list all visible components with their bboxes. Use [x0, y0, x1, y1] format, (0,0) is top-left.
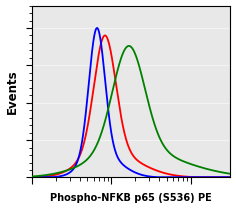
X-axis label: Phospho-NFKB p65 (S536) PE: Phospho-NFKB p65 (S536) PE	[50, 194, 212, 203]
Y-axis label: Events: Events	[6, 69, 19, 114]
